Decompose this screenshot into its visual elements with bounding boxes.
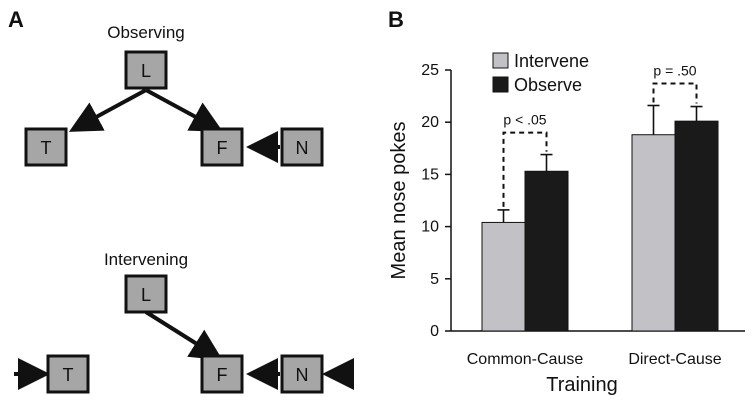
x-axis-title: Training [546, 374, 618, 396]
panel-a-letter: A [8, 7, 24, 32]
node-t-intervening [46, 354, 90, 394]
node-f-label: F [217, 138, 228, 158]
node-l-intervening-label: L [141, 285, 151, 305]
node-t-intervening-label: T [63, 365, 74, 385]
intervening-title: Intervening [104, 250, 188, 269]
edge-l-to-f [145, 88, 224, 132]
bar-intervene-common-cause [481, 221, 526, 332]
x-category-label: Common-Cause [467, 351, 584, 368]
node-f-intervening-label: F [217, 365, 228, 385]
node-n-intervening [280, 354, 324, 394]
edge-l-to-f-intervening [144, 310, 223, 361]
y-tick-label: 5 [430, 271, 439, 288]
node-f-intervening [200, 354, 244, 394]
observing-diagram: Observing L T F N [24, 23, 324, 167]
node-t-label: T [41, 138, 52, 158]
node-n-label: N [296, 138, 309, 158]
intervening-diagram: Intervening L T F N [14, 250, 354, 394]
significance-label: p = .50 [653, 62, 696, 78]
node-l-intervening [124, 274, 168, 314]
node-l [124, 50, 168, 90]
node-f [200, 127, 244, 167]
bar-intervene-direct-cause [631, 134, 676, 332]
y-tick-label: 20 [421, 114, 439, 131]
legend-swatch-intervene [492, 52, 509, 69]
panel-a: A Observing L T F N Intervening L [8, 7, 354, 394]
bar-observe-direct-cause [674, 120, 719, 332]
node-t [24, 127, 68, 167]
node-n-intervening-label: N [296, 365, 309, 385]
legend-label-intervene: Intervene [514, 51, 589, 71]
y-tick-label: 0 [430, 323, 439, 340]
node-l-label: L [141, 61, 151, 81]
observing-title: Observing [107, 23, 184, 42]
significance-bracket [652, 82, 698, 104]
panel-b-letter: B [388, 7, 404, 32]
y-tick-label: 25 [421, 62, 439, 79]
legend-swatch-observe [492, 76, 509, 93]
bar-chart: Mean nose pokes Training 0 5 10 15 20 25 Commo… [388, 51, 745, 396]
node-n [280, 127, 324, 167]
y-tick-label: 15 [421, 166, 439, 183]
edge-l-to-t [68, 88, 147, 132]
x-category-label: Direct-Cause [628, 351, 721, 368]
panel-b: B Mean nose pokes Training 0 5 10 15 20 25 Com… [388, 7, 745, 396]
significance-label: p < .05 [503, 112, 546, 128]
bar-observe-common-cause [524, 170, 569, 332]
significance-bracket [502, 131, 548, 207]
y-tick-label: 10 [421, 219, 439, 236]
legend-label-observe: Observe [514, 75, 582, 95]
y-axis-title: Mean nose pokes [388, 122, 410, 280]
